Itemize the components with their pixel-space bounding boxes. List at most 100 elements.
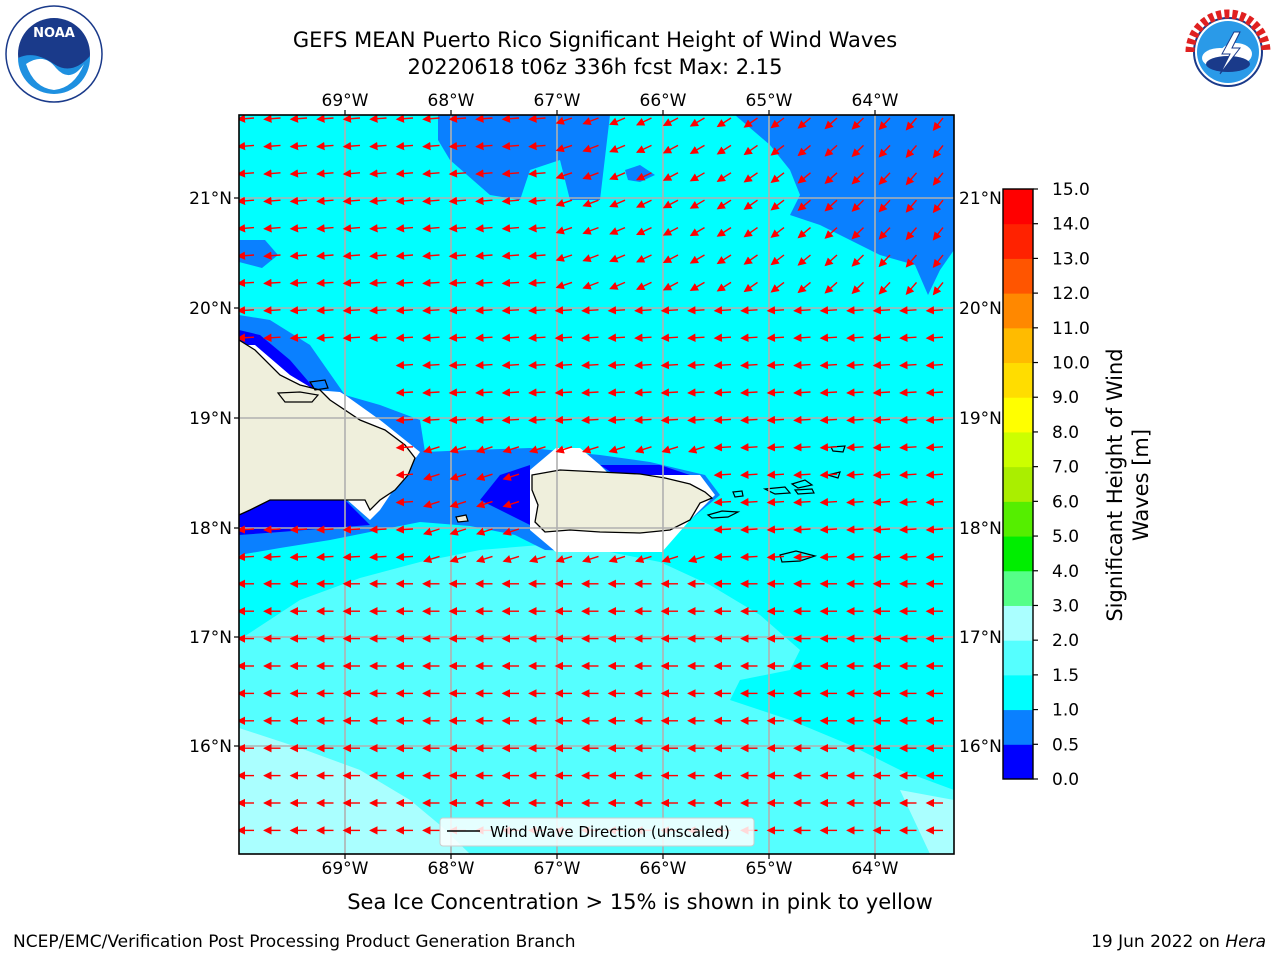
wave-direction-arrow: [689, 226, 705, 237]
wave-direction-arrow: [609, 226, 626, 235]
wave-direction-arrow: [824, 172, 838, 185]
wave-direction-arrow: [766, 388, 785, 397]
wave-direction-arrow: [793, 415, 811, 425]
wave-direction-arrow: [819, 388, 838, 397]
graticule: [239, 115, 954, 854]
wave-direction-arrow: [395, 196, 414, 206]
wave-direction-arrow: [932, 281, 944, 296]
wave-direction-arrow: [770, 172, 785, 184]
wave-direction-arrow: [932, 144, 944, 159]
lat-label-right: 19°N: [959, 409, 1002, 429]
wave-direction-arrow: [872, 306, 891, 315]
land-anegada: [825, 471, 841, 479]
wave-direction-arrow: [476, 472, 493, 481]
wave-direction-arrow: [635, 281, 652, 290]
wave-direction-arrow: [529, 445, 546, 454]
wave-direction-arrow: [925, 525, 944, 534]
wave-direction-arrow: [932, 227, 944, 241]
lon-label-top: 66°W: [640, 91, 687, 111]
wave-direction-arrow: [770, 254, 785, 266]
wave-direction-arrow: [502, 445, 520, 454]
wave-direction-arrow: [743, 172, 758, 183]
wave-direction-arrow: [793, 552, 811, 562]
wave-field-2-3-east: [900, 790, 954, 854]
wave-direction-arrow: [528, 415, 546, 425]
colorbar-tick-label: 4.0: [1052, 562, 1079, 582]
wave-direction-arrow: [905, 172, 918, 186]
land-islet-north: [276, 391, 320, 403]
footer-date-text: 19 Jun 2022 on: [1091, 932, 1226, 952]
wave-direction-arrow: [501, 306, 520, 315]
wave-direction-arrow: [766, 525, 785, 534]
wave-direction-arrow: [263, 141, 281, 151]
wave-direction-arrow: [662, 254, 679, 263]
wave-direction-arrow: [608, 445, 626, 454]
wave-direction-arrow: [851, 144, 864, 158]
wave-direction-arrow: [554, 333, 573, 342]
wave-direction-arrow: [846, 525, 864, 534]
colorbar-tick-label: 6.0: [1052, 492, 1079, 512]
wave-direction-arrow: [687, 306, 705, 315]
wave-direction-arrow: [743, 281, 758, 293]
wave-direction-arrow: [607, 306, 626, 315]
wave-direction-arrow: [609, 172, 626, 181]
wave-direction-arrow: [687, 415, 705, 425]
wave-direction-arrow: [528, 251, 546, 260]
wave-direction-arrow: [770, 281, 785, 293]
wave-direction-arrow: [501, 251, 520, 260]
wave-direction-arrow: [369, 169, 387, 178]
wave-direction-arrow: [448, 141, 467, 151]
wave-direction-arrow: [819, 306, 838, 315]
wave-direction-arrow: [766, 497, 785, 507]
sea-ice-note: Sea Ice Concentration > 15% is shown in …: [347, 890, 933, 914]
wave-direction-arrow: [316, 115, 334, 123]
wave-direction-arrow: [528, 224, 546, 233]
wave-direction-arrow: [872, 443, 891, 452]
lon-label-bottom: 67°W: [534, 859, 581, 879]
wave-direction-arrow: [475, 306, 493, 315]
wave-direction-arrow: [766, 470, 785, 479]
wave-direction-arrow: [824, 227, 838, 239]
wave-direction-arrow: [607, 333, 626, 342]
wave-direction-arrow: [475, 415, 493, 425]
wave-direction-arrow: [555, 116, 573, 125]
wave-direction-arrow: [239, 251, 255, 260]
lat-label-left: 17°N: [189, 628, 232, 648]
wave-direction-arrow: [316, 141, 334, 151]
wave-direction-arrow: [448, 278, 467, 288]
wave-direction-arrow: [423, 472, 440, 481]
wave-direction-arrow: [819, 497, 838, 507]
wave-direction-arrow: [740, 497, 758, 507]
wave-direction-arrow: [766, 415, 785, 425]
wave-direction-arrow: [688, 445, 705, 454]
wave-direction-arrow: [316, 251, 334, 260]
lon-label-bottom: 65°W: [746, 859, 793, 879]
wave-direction-arrow: [878, 227, 891, 240]
wave-direction-arrow: [263, 525, 281, 534]
wave-direction-arrow: [932, 117, 944, 131]
wave-direction-arrow: [342, 141, 361, 151]
wave-direction-arrow: [660, 306, 679, 315]
wave-direction-arrow: [342, 306, 361, 315]
wave-direction-arrow: [342, 115, 361, 123]
wave-direction-arrow: [449, 445, 467, 454]
wave-direction-arrow: [239, 278, 255, 288]
wave-direction-arrow: [824, 199, 838, 212]
wave-direction-arrow: [713, 470, 732, 479]
wave-direction-arrow: [793, 306, 811, 315]
lat-label-right: 16°N: [959, 737, 1002, 757]
colorbar-tick-label: 7.0: [1052, 458, 1079, 478]
land-st-thomas: [762, 486, 792, 495]
wave-direction-arrow: [342, 196, 361, 206]
wave-direction-arrow: [423, 500, 440, 509]
wave-direction-arrow: [423, 445, 440, 454]
wave-direction-arrow: [554, 388, 573, 397]
wave-direction-arrow: [905, 199, 918, 213]
wave-direction-arrow: [872, 388, 891, 397]
wave-direction-arrow: [289, 552, 308, 562]
wave-direction-arrow: [740, 306, 758, 315]
wave-direction-arrow: [687, 388, 705, 397]
lat-label-right: 20°N: [959, 299, 1002, 319]
wave-direction-arrow: [316, 552, 334, 562]
wave-direction-arrow: [878, 117, 891, 131]
